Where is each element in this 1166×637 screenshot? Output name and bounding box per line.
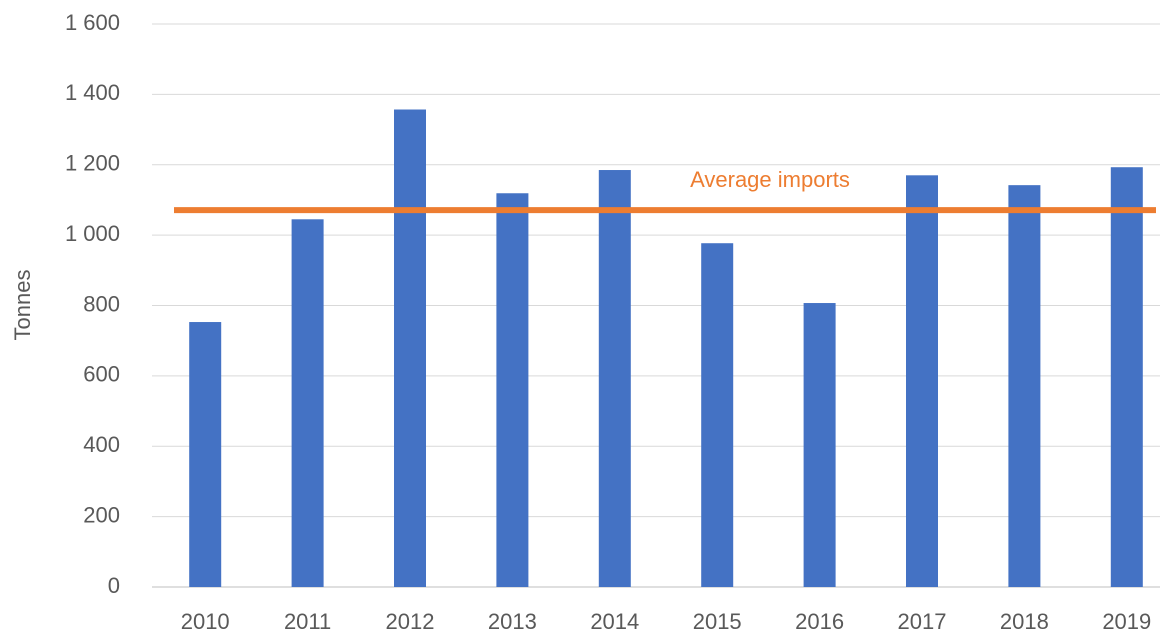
x-tick-label: 2016	[795, 609, 844, 634]
bar	[394, 109, 426, 588]
x-tick-label: 2012	[386, 609, 435, 634]
x-tick-label: 2010	[181, 609, 230, 634]
x-tick-label: 2019	[1102, 609, 1151, 634]
bar	[189, 322, 222, 587]
bar	[1110, 167, 1143, 587]
y-tick-label: 1 200	[65, 151, 120, 176]
x-tick-label: 2015	[693, 609, 742, 634]
bar	[1008, 185, 1041, 587]
y-axis-label: Tonnes	[10, 270, 35, 341]
x-tick-label: 2013	[488, 609, 537, 634]
bar	[598, 170, 631, 587]
bar	[701, 243, 734, 587]
bar	[906, 175, 938, 587]
bar	[496, 193, 529, 587]
y-tick-label: 1 000	[65, 221, 120, 246]
y-tick-label: 200	[83, 502, 120, 527]
y-tick-label: 0	[108, 573, 120, 598]
y-tick-label: 400	[83, 432, 120, 457]
average-label: Average imports	[690, 167, 850, 192]
y-tick-label: 1 400	[65, 80, 120, 105]
y-tick-label: 800	[83, 291, 120, 316]
bar	[803, 303, 836, 587]
y-tick-label: 600	[83, 362, 120, 387]
x-tick-label: 2014	[590, 609, 639, 634]
y-tick-label: 1 600	[65, 10, 120, 35]
x-tick-label: 2018	[1000, 609, 1049, 634]
bar	[291, 219, 324, 587]
x-tick-label: 2017	[898, 609, 947, 634]
x-tick-label: 2011	[284, 609, 331, 634]
